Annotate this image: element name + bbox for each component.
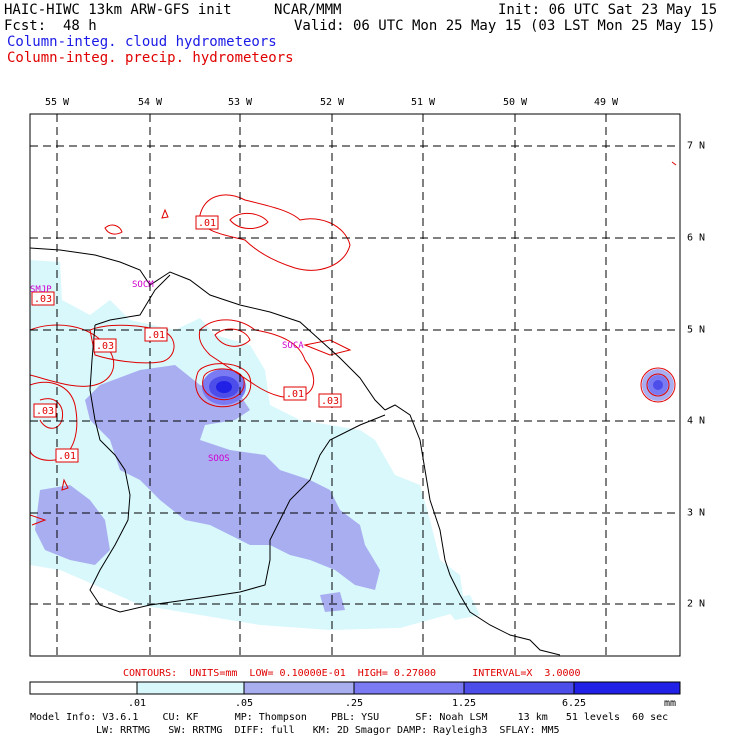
lat-label: 7 N xyxy=(687,140,706,152)
lon-label: 55 W xyxy=(44,97,70,108)
contour-label: .03 xyxy=(96,341,114,352)
contour-label: .01 xyxy=(58,451,76,462)
precip-contours xyxy=(30,161,677,526)
grid-lines xyxy=(30,114,680,656)
model-info-line2: LW: RRTMG SW: RRTMG DIFF: full KM: 2D Sm… xyxy=(96,725,560,736)
lon-label: 50 W xyxy=(502,97,528,108)
colorbar-tick: 6.25 xyxy=(561,698,587,709)
lon-label: 49 W xyxy=(593,97,619,108)
lon-label: 54 W xyxy=(137,97,163,108)
contour-label: .03 xyxy=(321,396,339,407)
lon-label: 53 W xyxy=(227,97,253,108)
lon-label: 51 W xyxy=(410,97,436,108)
contour-label: .01 xyxy=(198,218,216,229)
colorbar-tick: .05 xyxy=(234,698,254,709)
valid-time: Valid: 06 UTC Mon 25 May 15 (03 LST Mon … xyxy=(294,18,716,34)
lat-label: 2 N xyxy=(687,598,706,610)
contour-info: CONTOURS: UNITS=mm LOW= 0.10000E-01 HIGH… xyxy=(123,668,581,679)
station-label: SOOS xyxy=(208,454,230,464)
colorbar xyxy=(29,681,681,695)
colorbar-units: mm xyxy=(663,698,677,709)
contour-label: .03 xyxy=(34,294,52,305)
station-label: SMJP xyxy=(30,285,52,295)
cloud-core-west xyxy=(202,369,246,405)
station-label: SOCA xyxy=(282,341,304,351)
forecast-label: Fcst: xyxy=(4,18,47,34)
model-info-line1: Model Info: V3.6.1 CU: KF MP: Thompson P… xyxy=(30,712,669,723)
org-label: NCAR/MMM xyxy=(274,2,342,18)
cloud-field-medium xyxy=(35,365,380,612)
lon-label: 52 W xyxy=(319,97,345,108)
model-title: HAIC-HIWC 13km ARW-GFS init xyxy=(4,2,232,18)
colorbar-tick: .25 xyxy=(344,698,364,709)
lat-label: 3 N xyxy=(687,507,706,519)
precip-field-label: Column-integ. precip. hydrometeors xyxy=(7,50,294,66)
forecast-hours: 48 h xyxy=(63,18,97,34)
lat-label: 6 N xyxy=(687,232,706,244)
lat-label: 5 N xyxy=(687,324,706,336)
lat-label: 4 N xyxy=(687,415,706,427)
map-frame xyxy=(29,113,681,657)
colorbar-tick: 1.25 xyxy=(451,698,477,709)
station-label: SOCM xyxy=(132,280,154,290)
coastline xyxy=(30,247,561,656)
cloud-field-label: Column-integ. cloud hydrometeors xyxy=(7,34,277,50)
contour-label: .01 xyxy=(147,330,165,341)
contour-label-boxes xyxy=(31,215,342,463)
init-time: Init: 06 UTC Sat 23 May 15 xyxy=(498,2,718,18)
contour-label: .01 xyxy=(286,389,304,400)
contour-label: .03 xyxy=(36,406,54,417)
colorbar-tick: .01 xyxy=(127,698,147,709)
